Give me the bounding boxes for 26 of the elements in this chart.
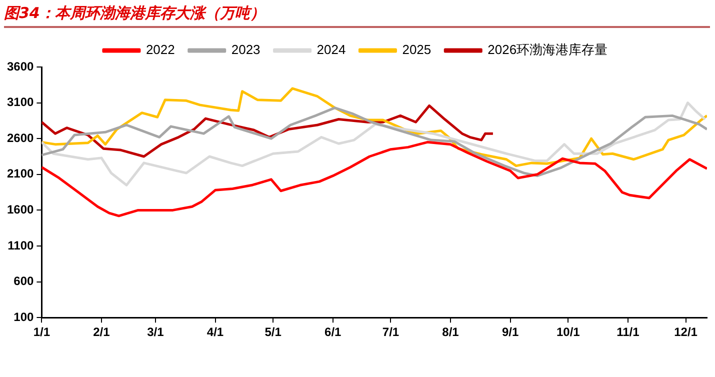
y-tick-label: 2100	[6, 166, 34, 181]
legend-label: 2022	[146, 42, 175, 58]
legend-label: 2023	[231, 42, 260, 58]
chart-title: 图34：本周环渤海港库存大涨（万吨）	[4, 4, 710, 28]
x-tick-label: 12/1	[674, 325, 698, 340]
x-tick-label: 5/1	[264, 325, 282, 340]
x-tick-label: 11/1	[616, 325, 640, 340]
y-tick-label: 1600	[6, 202, 34, 217]
x-tick-label: 2/1	[93, 325, 110, 340]
x-tick-label: 6/1	[324, 325, 342, 340]
x-tick-label: 9/1	[502, 325, 519, 340]
x-tick-label: 4/1	[206, 325, 224, 340]
x-tick-label: 1/1	[33, 325, 50, 340]
y-tick-label: 3600	[6, 59, 34, 74]
y-tick-label: 100	[14, 310, 34, 324]
legend-label: 2025	[402, 42, 432, 58]
legend-label: 2026环渤海港库存量	[488, 42, 608, 58]
x-tick-label: 3/1	[147, 325, 164, 340]
y-tick-label: 1100	[8, 238, 34, 252]
y-tick-label: 2600	[6, 130, 34, 145]
y-tick-label: 600	[14, 274, 34, 288]
x-tick-label: 7/1	[382, 325, 400, 340]
legend-label: 2024	[316, 42, 346, 58]
x-tick-label: 8/1	[442, 325, 460, 340]
x-tick-label: 10/1	[556, 325, 580, 340]
y-tick-label: 3100	[6, 95, 34, 110]
